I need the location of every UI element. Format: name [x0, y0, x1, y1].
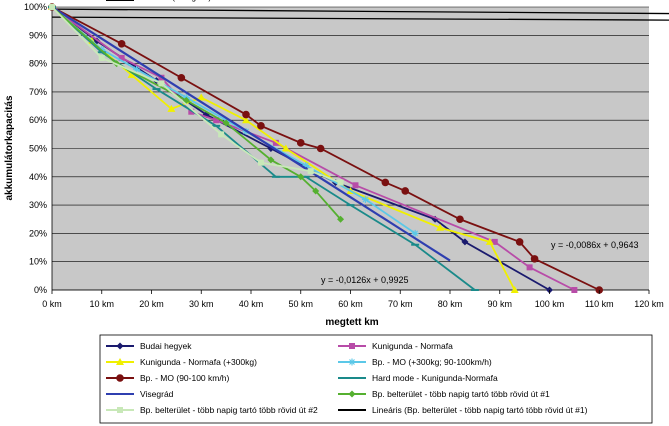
x-tick-label: 40 km [239, 299, 264, 309]
data-point [272, 139, 279, 146]
legend-label: Lineáris (Visegrád) [140, 0, 211, 2]
data-point [296, 139, 305, 147]
x-tick-label: 80 km [438, 299, 463, 309]
data-point [197, 93, 206, 101]
y-tick-label: 30% [29, 200, 47, 210]
legend-label: Hard mode - Kunigunda-Normafa [372, 373, 498, 383]
data-point [401, 187, 410, 195]
data-point [222, 119, 230, 127]
legend-box [99, 334, 653, 424]
legend-marker [348, 358, 356, 366]
y-tick-label: 100% [24, 2, 47, 12]
x-tick-label: 10 km [89, 299, 114, 309]
data-point [127, 70, 136, 78]
data-point [213, 117, 220, 124]
y-tick-label: 0% [34, 285, 47, 295]
data-point [307, 168, 314, 175]
y-axis-title: akkumulátorkapacitás [4, 95, 15, 200]
data-point [302, 161, 310, 169]
data-point [177, 73, 186, 82]
legend-marker [116, 342, 124, 350]
data-point [188, 108, 195, 115]
trendline-equation-belterulet: y = -0,0126x + 0,9925 [321, 275, 409, 285]
data-point [257, 122, 265, 130]
y-tick-label: 70% [29, 87, 47, 97]
data-point [381, 178, 390, 187]
legend: Budai hegyek Kunigunda - Normafa Kunigunda… [99, 0, 653, 424]
x-tick-label: 0 km [42, 299, 62, 309]
x-tick-label: 100 km [535, 299, 565, 309]
data-point [510, 286, 519, 293]
data-point [337, 179, 344, 186]
data-point [257, 159, 264, 166]
legend-marker [116, 358, 124, 365]
y-tick-label: 50% [29, 144, 47, 154]
data-point [461, 238, 469, 246]
legend-label: Budai hegyek [140, 341, 192, 351]
y-tick-label: 60% [29, 115, 47, 125]
x-tick-label: 70 km [388, 299, 413, 309]
data-point [337, 215, 345, 223]
legend-marker [348, 390, 356, 398]
legend-label: Bp. belterület - több napig tartó több r… [140, 405, 318, 415]
data-point [530, 255, 539, 263]
data-point [571, 287, 578, 293]
trendline-equation-visegrad: y = -0,0086x + 0,9643 [551, 240, 639, 250]
legend-marker [116, 374, 124, 382]
x-tick-label: 90 km [487, 299, 512, 309]
data-point [316, 144, 325, 153]
y-tick-label: 80% [29, 59, 47, 69]
data-point [491, 238, 498, 245]
data-point [515, 238, 524, 246]
x-axis-ticks: 0 km 10 km 20 km 30 km 40 km 50 km 60 km 70 km 8… [42, 290, 664, 309]
data-point [526, 264, 533, 271]
legend-label: Bp. - MO (90-100 km/h) [140, 373, 229, 383]
data-point [436, 223, 445, 231]
data-point [485, 237, 494, 245]
x-tick-label: 120 km [634, 299, 664, 309]
data-point [281, 144, 290, 152]
series-line-3 [51, 6, 416, 235]
plot-series [48, 3, 669, 294]
y-tick-label: 20% [29, 228, 47, 238]
data-point [133, 65, 141, 73]
data-point [158, 80, 165, 87]
data-point [456, 215, 464, 224]
data-point [118, 54, 125, 61]
y-tick-label: 90% [29, 30, 47, 40]
data-point [312, 187, 320, 195]
legend-label: Kunigunda - Normafa [372, 341, 453, 351]
data-point [117, 39, 126, 48]
y-tick-label: 10% [29, 257, 47, 267]
data-point [218, 131, 225, 138]
data-point [361, 195, 369, 203]
data-point [49, 4, 55, 10]
legend-label: Bp. - MO (+300kg; 90-100km/h) [372, 357, 492, 367]
legend-marker [117, 407, 123, 413]
x-tick-label: 60 km [338, 299, 363, 309]
legend-label: Lineáris (Bp. belterület - több napig ta… [372, 405, 588, 415]
x-tick-label: 20 km [139, 299, 164, 309]
data-point [98, 54, 105, 61]
data-point [267, 156, 275, 164]
data-point [167, 104, 176, 112]
y-tick-label: 40% [29, 172, 47, 182]
x-tick-label: 110 km [585, 299, 614, 309]
series-line-6 [51, 6, 451, 262]
x-axis-title: megtett km [325, 317, 378, 328]
data-point [242, 116, 251, 124]
data-point [297, 173, 305, 181]
data-point [352, 182, 359, 189]
x-tick-label: 50 km [288, 299, 313, 309]
legend-marker [349, 343, 355, 349]
legend-label: Bp. belterület - több napig tartó több r… [372, 389, 550, 399]
data-point [411, 229, 419, 237]
x-tick-label: 30 km [189, 299, 214, 309]
legend-label: Visegrád [140, 389, 174, 399]
data-point [242, 110, 250, 119]
y-axis-ticks: 0% 10% 20% 30% 40% 50% 60% 70% 80% 90% 100% [24, 2, 47, 295]
legend-label: Kunigunda - Normafa (+300kg) [140, 357, 257, 367]
